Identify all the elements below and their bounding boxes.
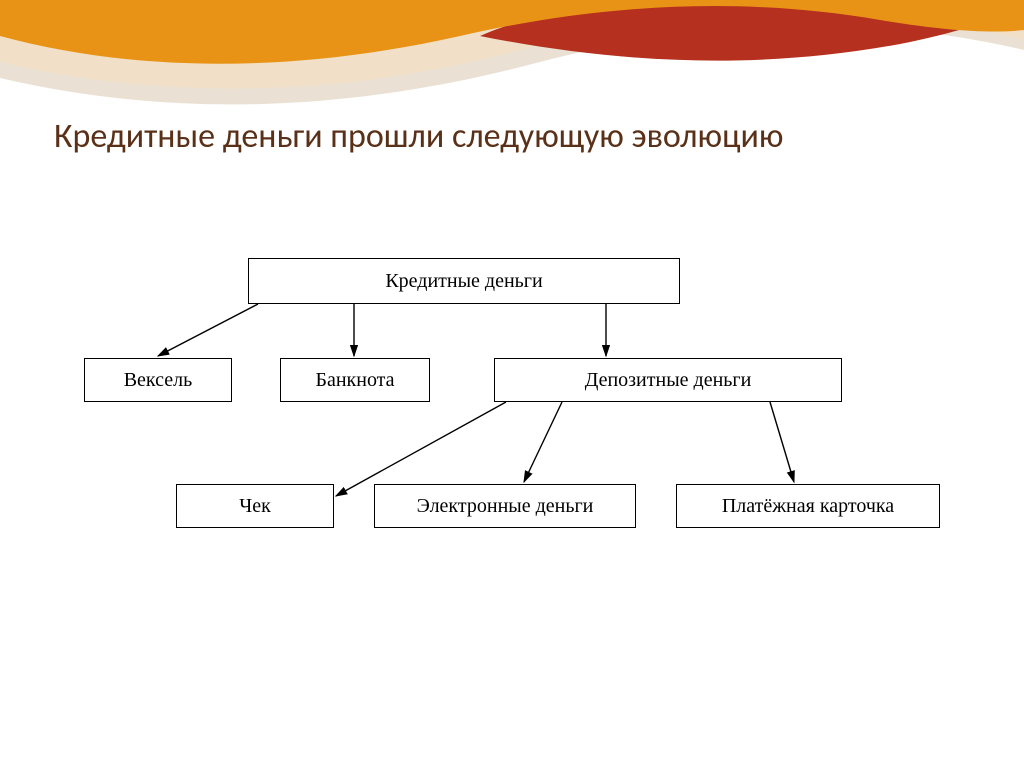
node-veksel: Вексель — [84, 358, 232, 402]
node-emoney: Электронные деньги — [374, 484, 636, 528]
slide-title: Кредитные деньги прошли следующую эволюц… — [54, 116, 814, 159]
node-card: Платёжная карточка — [676, 484, 940, 528]
node-banknote: Банкнота — [280, 358, 430, 402]
header-swoosh — [0, 0, 1024, 120]
node-deposit: Депозитные деньги — [494, 358, 842, 402]
node-check: Чек — [176, 484, 334, 528]
node-root: Кредитные деньги — [248, 258, 680, 304]
slide-container: Кредитные деньги прошли следующую эволюц… — [0, 0, 1024, 768]
